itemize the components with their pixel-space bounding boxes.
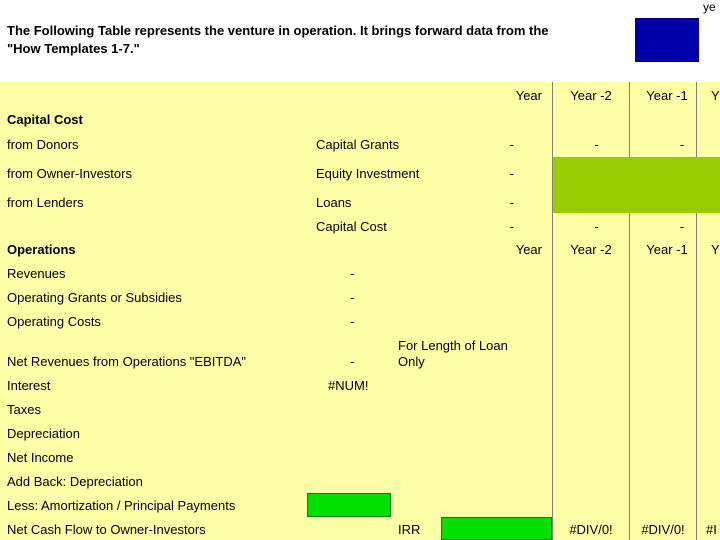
loan-note-line-1: For Length of Loan — [398, 338, 508, 353]
row-label: Depreciation — [7, 426, 80, 441]
cell-year: - — [509, 166, 514, 181]
cell-year-2: - — [594, 219, 599, 234]
row-label: Taxes — [7, 402, 41, 417]
cell-year-1: - — [679, 137, 685, 152]
year-header: Y — [711, 242, 720, 257]
cashflow-year-1: #DIV/0! — [641, 522, 685, 537]
row-label: from Lenders — [7, 195, 84, 210]
cell-value: - — [350, 266, 355, 281]
blue-marker-cell — [635, 18, 699, 62]
row-label: Less: Amortization / Principal Payments — [7, 498, 236, 513]
year-header: Year — [515, 242, 542, 257]
cell-year: - — [509, 219, 514, 234]
cell-value: - — [350, 354, 355, 369]
cashflow-year: #I — [706, 522, 717, 537]
row-item: Equity Investment — [316, 166, 420, 181]
operations-section-title: Operations — [7, 242, 76, 257]
cell-value: - — [350, 290, 355, 305]
header-line-2: "How Templates 1-7." — [7, 41, 140, 56]
cell-year: - — [509, 137, 514, 152]
row-label: Net Revenues from Operations "EBITDA" — [7, 354, 246, 369]
year-header: Y — [711, 88, 720, 103]
row-label: from Donors — [7, 137, 79, 152]
capital-total-label: Capital Cost — [316, 219, 387, 234]
row-label: Net Income — [7, 450, 74, 465]
row-item: Capital Grants — [316, 137, 400, 152]
grid-line — [629, 82, 630, 540]
cell-year-1: - — [679, 219, 685, 234]
cell-year: - — [509, 195, 514, 210]
irr-label: IRR — [398, 522, 421, 537]
year-header: Year -2 — [570, 88, 612, 103]
cell-value: - — [350, 314, 355, 329]
year-header: Year -2 — [570, 242, 612, 257]
header-line-1: The Following Table represents the ventu… — [7, 23, 549, 38]
input-block-equity-loans[interactable] — [553, 157, 720, 213]
input-cell-amortization[interactable] — [307, 493, 391, 517]
row-label: Interest — [7, 378, 51, 393]
grid-line — [552, 82, 553, 540]
cashflow-year-2: #DIV/0! — [569, 522, 613, 537]
irr-result-cell — [441, 517, 552, 540]
cell-year-2: - — [594, 137, 599, 152]
row-label: Operating Grants or Subsidies — [7, 290, 182, 305]
loan-note-line-2: Only — [398, 354, 425, 369]
row-label: Net Cash Flow to Owner-Investors — [7, 522, 206, 537]
year-header: Year -1 — [646, 88, 688, 103]
year-header: Year -1 — [646, 242, 688, 257]
row-label: Operating Costs — [7, 314, 101, 329]
corner-label: ye — [703, 0, 716, 14]
row-label: from Owner-Investors — [7, 166, 132, 181]
grid-line — [696, 82, 697, 540]
row-label: Add Back: Depreciation — [7, 474, 143, 489]
row-item: Loans — [316, 195, 352, 210]
year-header: Year — [515, 88, 542, 103]
cell-value: #NUM! — [328, 378, 369, 393]
capital-section-title: Capital Cost — [7, 112, 83, 127]
row-label: Revenues — [7, 266, 66, 281]
